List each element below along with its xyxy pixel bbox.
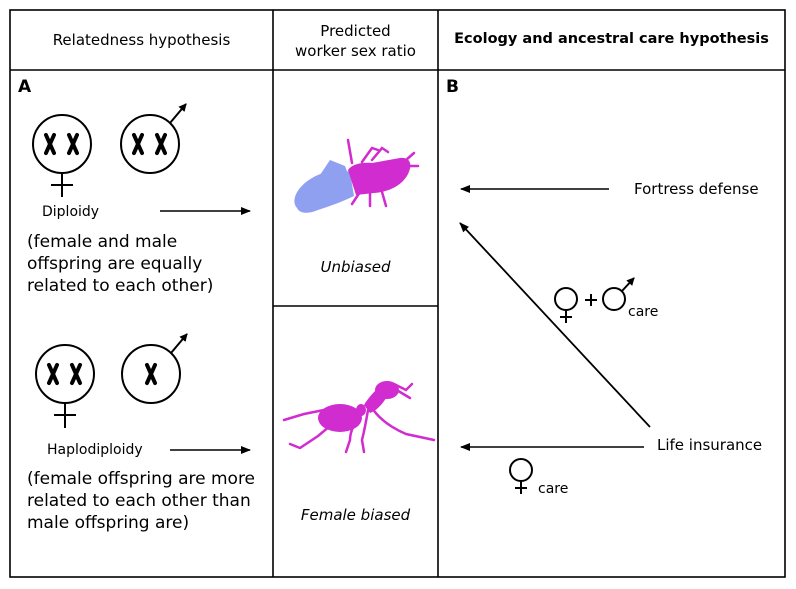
unbiased-label: Unbiased	[320, 258, 391, 276]
female-biased-label: Female biased	[300, 506, 411, 524]
female-symbol-icon	[554, 287, 578, 323]
chromosome-icon	[44, 133, 79, 155]
header-predicted-line1: Predicted	[320, 22, 391, 40]
diploidy-label: Diploidy	[42, 204, 100, 220]
haploid-male-icon	[121, 333, 188, 404]
panel-b-letter: B	[446, 77, 459, 97]
female-care-label: care	[538, 481, 569, 497]
header-ecology: Ecology and ancestral care hypothesis	[454, 31, 769, 47]
header-relatedness: Relatedness hypothesis	[52, 31, 231, 49]
table-grid	[9, 9, 786, 578]
diploid-male-icon	[120, 103, 187, 174]
life-insurance-label: Life insurance	[657, 436, 763, 454]
biparental-care-label: care	[628, 304, 659, 320]
haplodiploid-female-icon	[35, 344, 95, 428]
panel-a-letter: A	[18, 77, 32, 97]
ant-icon	[282, 381, 436, 454]
chromosome-icon	[132, 133, 167, 155]
diploidy-note: (female and male offspring are equally r…	[27, 232, 214, 296]
plus-icon	[585, 294, 597, 306]
fortress-defense-label: Fortress defense	[634, 180, 759, 198]
haplodiploidy-label: Haplodiploidy	[47, 442, 143, 458]
diploid-female-icon	[32, 114, 92, 197]
termite-icon	[294, 138, 420, 213]
male-symbol-icon	[602, 277, 635, 311]
diagonal-evolution-arrow	[459, 222, 651, 428]
female-symbol-icon	[509, 458, 533, 494]
haplodiploidy-note: (female offspring are more related to ea…	[27, 469, 256, 533]
outer-border	[9, 9, 786, 578]
chromosome-icon	[145, 363, 157, 385]
header-predicted-line2: worker sex ratio	[295, 42, 416, 60]
chromosome-icon	[47, 363, 82, 385]
